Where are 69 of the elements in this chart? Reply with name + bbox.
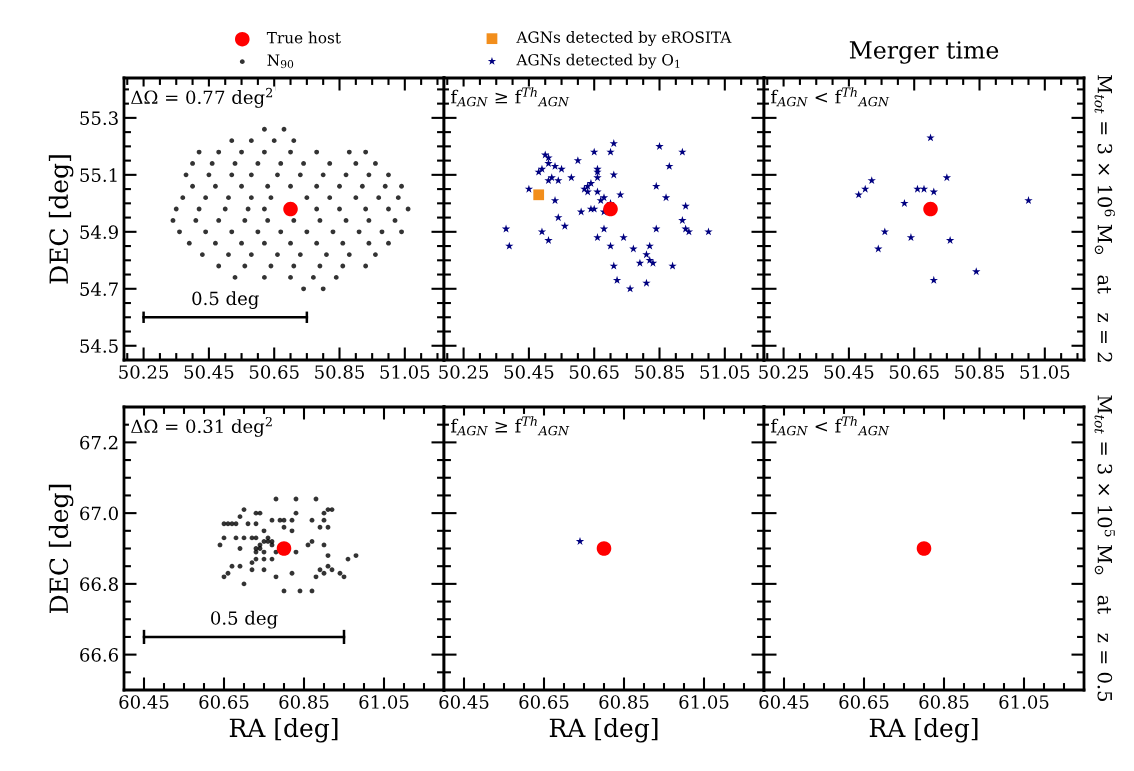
x-tick-label: 50.25: [119, 365, 169, 379]
y-axis-title: DEC [deg]: [48, 484, 74, 613]
x-axis-title: RA [deg]: [229, 717, 338, 743]
text: M$_{tot}$ = 3 × 10$^{5}$ M$_{⊙}$ at z = 0.5: [1094, 395, 1115, 701]
point: [972, 267, 981, 276]
point: [900, 198, 909, 207]
point: [945, 235, 955, 244]
x-tick-label: 50.65: [889, 365, 939, 379]
x-tick-label: 60.45: [439, 695, 489, 709]
y-tick-label: 55.3: [80, 111, 118, 125]
x-tick-label: 60.45: [759, 695, 809, 709]
x-tick-label: 50.85: [635, 365, 684, 379]
y-tick-label: 55.1: [80, 168, 117, 182]
x-tick-label: 60.85: [919, 695, 969, 709]
x-tick-label: 61.05: [359, 695, 409, 709]
y-tick-label: 66.8: [80, 577, 118, 591]
y-tick-label: 66.6: [80, 648, 118, 662]
x-tick-label: 51.05: [700, 365, 750, 379]
point: [854, 190, 863, 199]
point: [929, 275, 938, 284]
y-tick-label: 54.7: [80, 282, 118, 296]
x-tick-label: 60.85: [599, 695, 649, 709]
point: [906, 233, 916, 242]
text: M$_{tot}$ = 3 × 10$^{6}$ M$_{⊙}$ at z = 2: [1094, 75, 1115, 362]
y-tick-label: 67.0: [80, 506, 118, 521]
x-axis-title: RA [deg]: [869, 717, 978, 743]
annotation: ΔΩ = 0.31 deg$^{2}$: [131, 416, 272, 437]
x-tick-label: 60.45: [119, 695, 169, 709]
annotation: f$_{AGN}$ ≥ f$^{Th}$$_{AGN}$: [451, 87, 570, 107]
x-tick-label: 60.65: [519, 695, 569, 709]
x-tick-label: 50.85: [315, 365, 364, 379]
x-tick-label: 50.25: [759, 365, 809, 379]
point: [919, 184, 929, 193]
x-tick-label: 60.65: [199, 695, 249, 709]
annotation: f$_{AGN}$ ≥ f$^{Th}$$_{AGN}$: [451, 416, 570, 436]
annotation: 0.5 deg: [211, 610, 278, 629]
y-tick-label: 54.9: [80, 225, 118, 239]
annotation: f$_{AGN}$ < f$^{Th}$$_{AGN}$: [771, 87, 890, 107]
x-tick-label: 61.05: [679, 695, 729, 709]
y-axis-title: DEC [deg]: [48, 155, 74, 284]
x-axis-title: RA [deg]: [549, 717, 658, 743]
legend-label: AGNs detected by O$_{1}$: [516, 53, 680, 69]
point: [880, 227, 889, 236]
x-tick-label: 50.85: [955, 365, 1004, 379]
x-tick-label: 50.45: [184, 365, 234, 379]
point: [942, 173, 952, 182]
point: [923, 201, 938, 217]
point: [926, 133, 935, 142]
x-tick-label: 51.05: [1020, 365, 1070, 379]
annotation: f$_{AGN}$ < f$^{Th}$$_{AGN}$: [771, 416, 890, 436]
x-tick-label: 50.25: [439, 365, 489, 379]
y-tick-label: 54.5: [80, 339, 118, 353]
x-tick-label: 50.45: [824, 365, 874, 379]
annotation: 0.5 deg: [192, 291, 259, 309]
chart-title: Merger time: [849, 41, 999, 64]
legend-label: True host: [266, 31, 341, 44]
legend-label: AGNs detected by eROSITA: [516, 31, 732, 47]
point: [867, 176, 876, 185]
x-tick-label: 50.65: [569, 365, 619, 379]
y-tick-label: 67.2: [80, 435, 118, 450]
legend-label: N$_{90}$: [267, 54, 294, 69]
x-tick-label: 50.65: [249, 365, 299, 379]
x-tick-label: 51.05: [380, 365, 430, 379]
x-tick-label: 50.45: [504, 365, 554, 379]
x-tick-label: 61.05: [999, 695, 1049, 709]
point: [1024, 196, 1033, 205]
annotation: ΔΩ = 0.77 deg$^{2}$: [131, 87, 273, 108]
x-tick-label: 60.85: [279, 695, 329, 709]
x-tick-label: 60.65: [839, 695, 889, 709]
